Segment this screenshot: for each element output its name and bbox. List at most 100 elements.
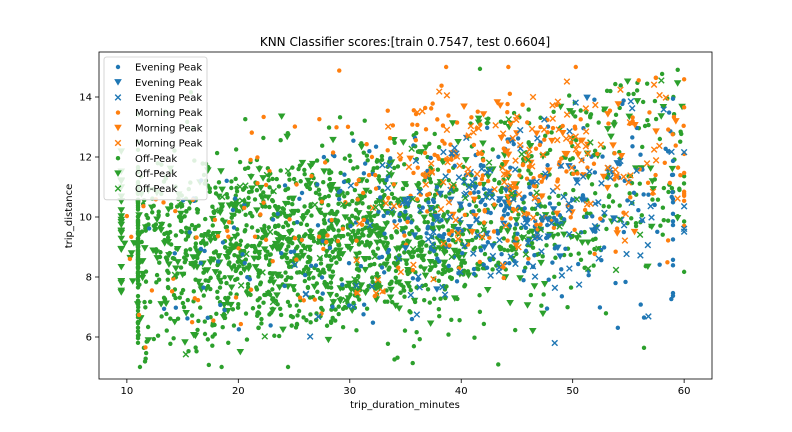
point-off-peak-triangle [402, 258, 410, 265]
point-evening-peak-x [595, 255, 603, 262]
point-morning-peak-triangle [599, 173, 608, 181]
point-evening-peak-x [469, 178, 476, 186]
point-off-peak-dot [576, 251, 581, 256]
point-off-peak-dot [646, 122, 651, 128]
point-morning-peak-x [572, 133, 579, 140]
point-off-peak-dot [212, 322, 217, 328]
point-off-peak-x [518, 150, 526, 158]
point-off-peak-dot [425, 219, 431, 225]
point-off-peak-triangle [279, 234, 287, 242]
point-off-peak-dot [266, 262, 272, 267]
point-evening-peak-dot [230, 207, 236, 213]
point-off-peak-x [587, 139, 594, 146]
point-off-peak-triangle [226, 275, 235, 282]
x-tick-label-40: 40 [455, 386, 468, 397]
point-off-peak-dot [230, 307, 236, 312]
point-off-peak-dot [270, 287, 275, 292]
point-evening-peak-dot [172, 251, 177, 256]
point-evening-peak-dot [232, 196, 238, 201]
point-morning-peak-x [650, 146, 658, 153]
point-evening-peak-x [538, 248, 545, 255]
point-morning-peak-x [422, 181, 430, 188]
point-off-peak-triangle [450, 247, 459, 255]
point-off-peak-dot [283, 270, 288, 275]
point-evening-peak-dot [646, 192, 651, 197]
point-off-peak-dot [245, 285, 251, 290]
point-off-peak-dot [436, 270, 441, 275]
point-off-peak-dot [315, 267, 321, 273]
point-off-peak-triangle [260, 246, 269, 253]
point-off-peak-dot [476, 194, 481, 200]
point-off-peak-triangle [368, 229, 376, 236]
point-morning-peak-dot [446, 113, 451, 118]
point-evening-peak-dot [557, 213, 563, 218]
point-off-peak-dot [370, 249, 376, 254]
point-off-peak-triangle [136, 230, 145, 237]
point-off-peak-triangle [357, 143, 366, 151]
point-off-peak-dot [168, 242, 174, 247]
legend-marker-evening-peak-triangle [114, 79, 122, 86]
point-evening-peak-x [474, 231, 481, 239]
point-morning-peak-x [526, 146, 533, 153]
point-evening-peak-x [645, 313, 652, 320]
point-evening-peak-dot [545, 163, 550, 168]
point-morning-peak-dot [410, 267, 416, 273]
point-off-peak-dot [259, 316, 264, 322]
point-off-peak-triangle [164, 206, 173, 213]
point-morning-peak-dot [411, 170, 416, 176]
point-morning-peak-dot [477, 259, 483, 265]
point-off-peak-x [409, 195, 417, 203]
point-morning-peak-x [620, 173, 627, 181]
point-morning-peak-dot [454, 120, 460, 125]
point-off-peak-dot [385, 240, 390, 246]
point-off-peak-x [595, 245, 602, 252]
point-off-peak-dot [644, 81, 650, 86]
point-off-peak-triangle [304, 177, 312, 185]
point-off-peak-triangle [646, 165, 655, 172]
point-off-peak-triangle [455, 254, 463, 262]
point-morning-peak-x [453, 153, 461, 160]
point-off-peak-dot [285, 223, 291, 228]
point-morning-peak-dot [425, 209, 430, 214]
point-off-peak-dot [573, 114, 578, 119]
point-off-peak-dot [326, 193, 332, 199]
point-morning-peak-x [515, 190, 523, 198]
point-morning-peak-dot [354, 181, 359, 187]
point-evening-peak-dot [554, 218, 559, 223]
point-off-peak-triangle [220, 302, 229, 309]
point-off-peak-triangle [127, 250, 136, 257]
point-off-peak-dot [287, 213, 293, 218]
point-off-peak-triangle [427, 265, 436, 272]
point-morning-peak-dot [312, 297, 318, 302]
point-morning-peak-dot [481, 220, 487, 225]
point-off-peak-triangle [365, 211, 374, 218]
point-evening-peak-dot [498, 202, 504, 208]
point-off-peak-triangle [329, 136, 337, 144]
point-off-peak-triangle [393, 246, 401, 253]
point-off-peak-dot [243, 116, 248, 122]
point-evening-peak-dot [320, 238, 325, 244]
point-off-peak-triangle [193, 249, 202, 257]
point-off-peak-triangle [215, 253, 223, 260]
point-off-peak-dot [350, 198, 355, 204]
point-evening-peak-x [347, 182, 355, 189]
point-off-peak-dot [367, 255, 372, 261]
point-evening-peak-dot [426, 200, 431, 205]
point-evening-peak-dot [397, 218, 403, 223]
point-off-peak-dot [514, 251, 519, 257]
point-off-peak-x [261, 333, 269, 340]
point-evening-peak-x [439, 283, 446, 291]
point-off-peak-dot [166, 285, 171, 291]
point-off-peak-triangle [217, 202, 226, 209]
point-evening-peak-x [507, 253, 515, 260]
point-off-peak-dot [354, 328, 359, 333]
point-off-peak-dot [530, 206, 535, 211]
point-off-peak-dot [205, 337, 211, 342]
point-morning-peak-dot [373, 172, 378, 178]
point-off-peak-dot [219, 364, 224, 370]
point-morning-peak-dot [385, 108, 390, 113]
point-off-peak-triangle [573, 235, 582, 242]
point-evening-peak-dot [478, 248, 484, 253]
point-evening-peak-dot [384, 177, 389, 183]
point-off-peak-dot [541, 292, 546, 297]
